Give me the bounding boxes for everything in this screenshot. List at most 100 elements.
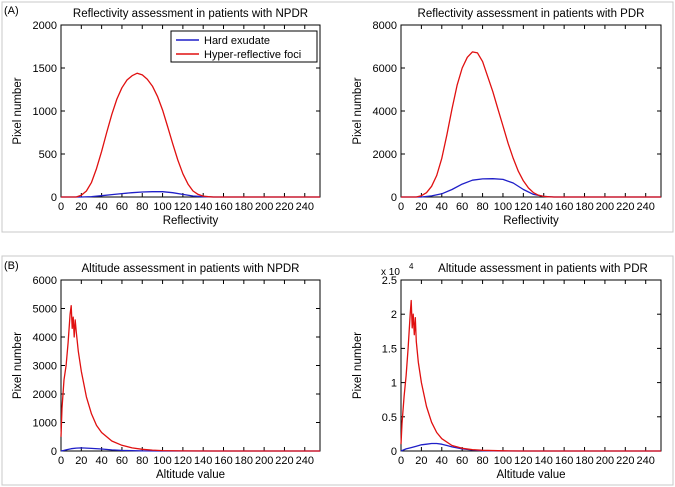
x-tick-label: 80 xyxy=(476,201,488,213)
y-tick-label: 2000 xyxy=(33,389,57,401)
x-tick-label: 120 xyxy=(514,201,532,213)
x-axis-label: Reflectivity xyxy=(503,215,559,227)
y-axis-label: Pixel number xyxy=(352,77,364,144)
x-tick-label: 240 xyxy=(296,455,314,467)
y-tick-label: 0 xyxy=(51,446,57,458)
x-tick-label: 140 xyxy=(535,201,553,213)
x-tick-label: 0 xyxy=(58,455,64,467)
x-tick-label: 220 xyxy=(616,455,634,467)
y-axis-label: Pixel number xyxy=(352,332,364,399)
legend: Hard exudate Hyper-reflective foci xyxy=(170,30,318,63)
x-axis-label: Altitude value xyxy=(496,469,565,481)
chart-title: Altitude assessment in patients with NPD… xyxy=(82,263,300,275)
legend-box xyxy=(170,30,318,63)
chart-title: Altitude assessment in patients with PDR xyxy=(438,263,648,275)
x-tick-label: 180 xyxy=(235,455,253,467)
x-tick-label: 160 xyxy=(214,201,232,213)
x-tick-label: 240 xyxy=(637,455,655,467)
y-tick-label: 0 xyxy=(391,192,397,204)
x-tick-label: 40 xyxy=(436,201,448,213)
chart-title: Reflectivity assessment in patients with… xyxy=(418,8,645,20)
x-tick-label: 200 xyxy=(596,455,614,467)
x-tick-label: 240 xyxy=(637,201,655,213)
x-tick-label: 0 xyxy=(398,455,404,467)
x-tick-label: 140 xyxy=(535,455,553,467)
panel-frame-1 xyxy=(1,1,674,233)
y-tick-label: 1500 xyxy=(33,63,57,75)
x-tick-label: 160 xyxy=(214,455,232,467)
y-exponent-power: 4 xyxy=(409,262,414,271)
x-tick-label: 220 xyxy=(275,455,293,467)
y-tick-label: 2 xyxy=(391,309,397,321)
y-tick-label: 0 xyxy=(391,446,397,458)
y-tick-label: 6000 xyxy=(373,63,397,75)
y-tick-label: 3000 xyxy=(33,361,57,373)
x-tick-label: 0 xyxy=(58,201,64,213)
x-tick-label: 100 xyxy=(494,201,512,213)
panel-b-label: (B) xyxy=(4,260,19,272)
x-tick-label: 140 xyxy=(194,455,212,467)
chart-title: Reflectivity assessment in patients with… xyxy=(73,8,308,20)
y-exponent-label: x 10 xyxy=(381,267,400,278)
y-axis-label: Pixel number xyxy=(12,77,24,144)
hyper-reflective-foci-line xyxy=(61,72,320,198)
y-tick-label: 0.5 xyxy=(382,412,397,424)
x-tick-label: 120 xyxy=(174,455,192,467)
axes-box xyxy=(400,279,662,452)
x-tick-label: 20 xyxy=(415,201,427,213)
x-tick-label: 100 xyxy=(494,455,512,467)
x-tick-label: 40 xyxy=(96,201,108,213)
y-tick-label: 1 xyxy=(391,378,397,390)
y-tick-label: 4000 xyxy=(373,106,397,118)
x-tick-label: 40 xyxy=(96,455,108,467)
x-tick-label: 60 xyxy=(116,455,128,467)
x-tick-label: 80 xyxy=(136,455,148,467)
y-tick-label: 1000 xyxy=(33,418,57,430)
x-tick-label: 200 xyxy=(255,201,273,213)
x-tick-label: 160 xyxy=(555,455,573,467)
x-tick-label: 20 xyxy=(75,455,87,467)
chart-2: 0 20 40 60 80 100 120 140 160 180 200 220 240 0 2000 40… xyxy=(352,8,662,227)
hyper-reflective-foci-line xyxy=(60,304,320,452)
x-axis-label: Altitude value xyxy=(156,469,225,481)
y-tick-label: 5000 xyxy=(33,304,57,316)
x-tick-label: 200 xyxy=(596,201,614,213)
x-tick-label: 20 xyxy=(415,455,427,467)
x-tick-label: 120 xyxy=(174,201,192,213)
x-tick-label: 220 xyxy=(275,201,293,213)
x-tick-label: 100 xyxy=(153,455,171,467)
chart-3: 0 20 40 60 80 100 120 140 160 180 200 220 240 0 1000 20… xyxy=(12,263,321,481)
x-tick-label: 20 xyxy=(75,201,87,213)
axes-box xyxy=(400,24,662,198)
axes-box xyxy=(60,279,321,452)
y-tick-label: 6000 xyxy=(33,275,57,287)
x-axis-label: Reflectivity xyxy=(163,215,219,227)
x-tick-label: 100 xyxy=(153,201,171,213)
x-tick-label: 180 xyxy=(575,455,593,467)
x-tick-label: 200 xyxy=(255,455,273,467)
x-tick-label: 220 xyxy=(616,201,634,213)
y-tick-label: 2000 xyxy=(373,149,397,161)
hyper-reflective-foci-line xyxy=(400,299,661,452)
x-tick-label: 60 xyxy=(456,455,468,467)
x-tick-label: 0 xyxy=(398,201,404,213)
x-tick-label: 240 xyxy=(296,201,314,213)
x-tick-label: 80 xyxy=(136,201,148,213)
panel-a-label: (A) xyxy=(4,5,19,17)
y-tick-label: 8000 xyxy=(373,20,397,32)
hard-exudate-line xyxy=(60,447,320,452)
x-tick-label: 80 xyxy=(476,455,488,467)
hard-exudate-line xyxy=(61,191,320,198)
legend-entry: Hyper-reflective foci xyxy=(204,49,301,61)
x-tick-label: 120 xyxy=(514,455,532,467)
y-tick-label: 2000 xyxy=(33,20,57,32)
chart-4: 0 20 40 60 80 100 120 140 160 180 200 220 240 0 0.5 1 1.… xyxy=(352,262,662,481)
x-tick-label: 60 xyxy=(116,201,128,213)
y-tick-label: 2.5 xyxy=(382,275,397,287)
y-tick-label: 500 xyxy=(39,149,57,161)
x-tick-label: 40 xyxy=(436,455,448,467)
x-tick-label: 60 xyxy=(456,201,468,213)
y-axis-label: Pixel number xyxy=(12,332,24,399)
